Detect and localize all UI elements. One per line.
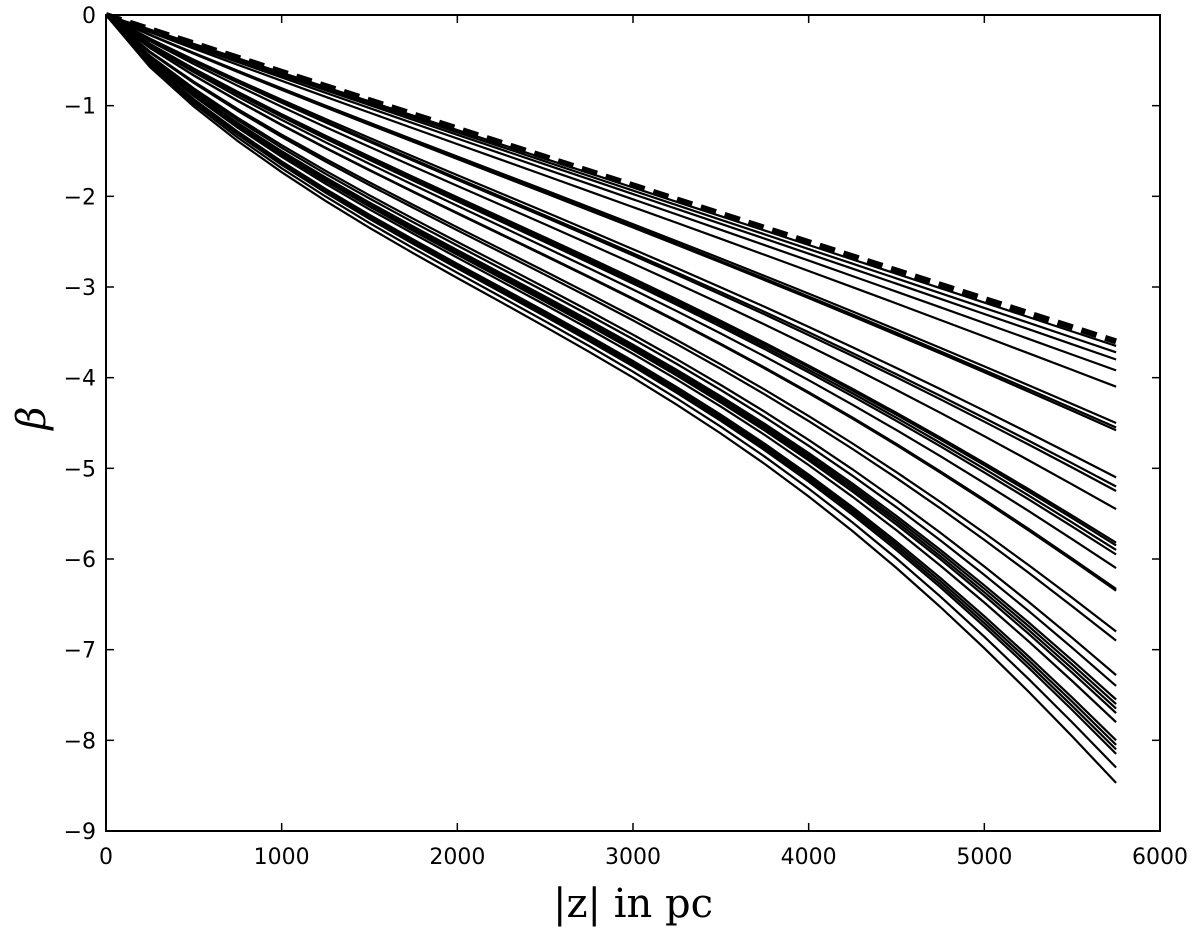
y-tick-label: −5: [64, 457, 96, 482]
x-tick-label: 0: [99, 845, 113, 870]
series-line: [105, 14, 1117, 755]
series-line: [105, 14, 1117, 479]
y-tick-label: −9: [64, 820, 96, 845]
y-tick-label: −4: [64, 367, 96, 392]
series-line: [105, 14, 1117, 714]
series-line: [105, 14, 1117, 746]
series-line: [105, 14, 1117, 724]
x-tick-label: 2000: [429, 845, 485, 870]
reference-layer: [105, 12, 1118, 345]
series-line: [105, 14, 1117, 511]
series-line: [105, 13, 1117, 388]
series-line: [105, 13, 1117, 432]
series-line: [105, 14, 1117, 592]
y-tick-label: −7: [64, 639, 96, 664]
series-layer: [105, 13, 1117, 784]
series-line: [105, 14, 1117, 642]
series-line: [105, 14, 1117, 633]
y-tick-label: −1: [64, 95, 96, 120]
series-line: [105, 14, 1117, 676]
x-tick-label: 6000: [1132, 845, 1188, 870]
series-line: [105, 14, 1117, 769]
series-line: [105, 14, 1117, 570]
x-tick-label: 3000: [605, 845, 661, 870]
x-tick-label: 4000: [781, 845, 837, 870]
y-tick-label: −3: [64, 276, 96, 301]
series-line: [105, 13, 1117, 372]
series-line: [105, 14, 1117, 492]
y-tick-label: −6: [64, 548, 96, 573]
series-line: [105, 14, 1117, 784]
tick-layer: 0 1000 2000 3000 4000 5000 6000 0 −1 −2 −3 −4 −5 −6 −7…: [64, 4, 1188, 870]
series-line: [105, 14, 1117, 687]
x-axis-label: |z| in pc: [553, 881, 713, 927]
series-line: [105, 14, 1117, 751]
y-tick-label: −8: [64, 729, 96, 754]
series-line: [105, 14, 1117, 488]
y-tick-label: 0: [82, 4, 96, 29]
x-tick-label: 1000: [254, 845, 310, 870]
series-line: [105, 13, 1117, 361]
series-line: [105, 14, 1117, 556]
y-tick-label: −2: [64, 185, 96, 210]
reference-dashed-line: [105, 12, 1118, 345]
y-axis-label: β: [9, 406, 55, 431]
x-tick-label: 5000: [956, 845, 1012, 870]
